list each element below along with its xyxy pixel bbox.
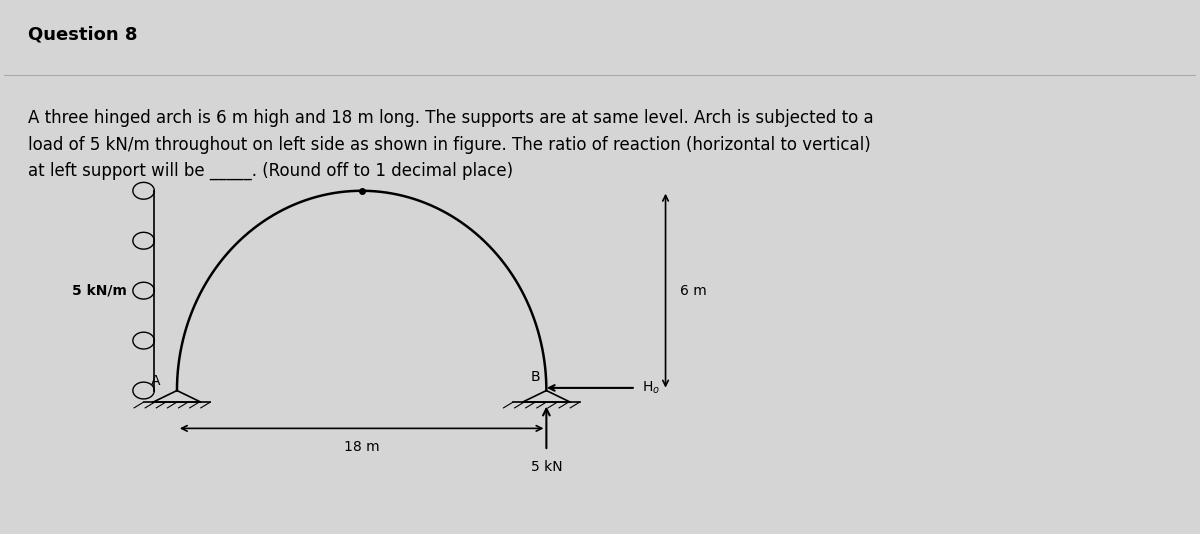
Text: H$_o$: H$_o$: [642, 380, 660, 396]
Text: A three hinged arch is 6 m high and 18 m long. The supports are at same level. A: A three hinged arch is 6 m high and 18 m…: [28, 109, 874, 180]
Text: A: A: [151, 374, 161, 388]
Text: 18 m: 18 m: [344, 440, 379, 454]
Text: Question 8: Question 8: [28, 25, 138, 43]
Text: 6 m: 6 m: [680, 284, 707, 297]
Text: 5 kN: 5 kN: [530, 460, 562, 474]
Text: 5 kN/m: 5 kN/m: [72, 284, 127, 297]
Text: B: B: [530, 370, 540, 384]
